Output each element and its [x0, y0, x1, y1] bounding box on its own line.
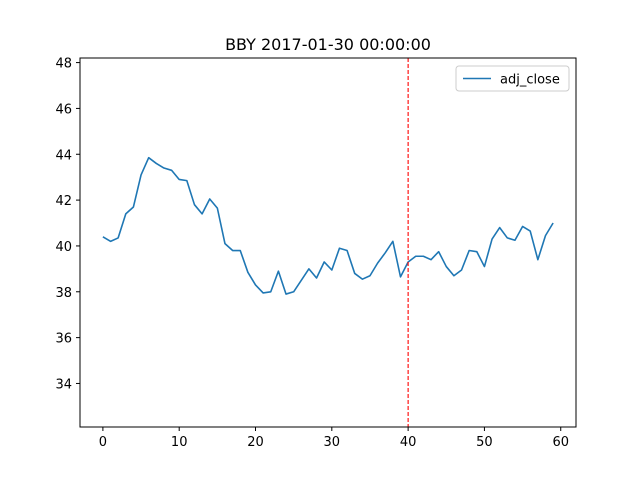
legend-box [455, 65, 570, 92]
x-tick-label: 20 [247, 435, 264, 450]
series-line-adj_close [102, 156, 554, 295]
legend: adj_close [455, 65, 570, 92]
axes-frame [79, 57, 577, 428]
x-tick-label: 0 [99, 435, 107, 450]
x-tick-label: 60 [552, 435, 569, 450]
y-tick-label: 42 [55, 194, 72, 209]
y-tick-label: 40 [55, 240, 72, 255]
x-tick-label: 10 [171, 435, 188, 450]
y-tick-label: 44 [55, 148, 72, 163]
plot-area [79, 57, 577, 428]
x-axis: 0 10 20 30 40 50 60 [99, 427, 569, 450]
y-axis: 34 36 38 40 42 44 46 48 [55, 57, 80, 392]
y-tick-label: 48 [55, 57, 72, 72]
legend-label: adj_close [500, 73, 560, 88]
x-tick-label: 30 [324, 435, 341, 450]
y-tick-label: 36 [55, 332, 72, 347]
x-tick-label: 50 [476, 435, 493, 450]
y-tick-label: 46 [55, 102, 72, 117]
y-tick-label: 34 [55, 377, 72, 392]
chart-title: BBY 2017-01-30 00:00:00 [225, 35, 431, 54]
y-tick-label: 38 [55, 286, 72, 301]
x-tick-label: 40 [400, 435, 417, 450]
